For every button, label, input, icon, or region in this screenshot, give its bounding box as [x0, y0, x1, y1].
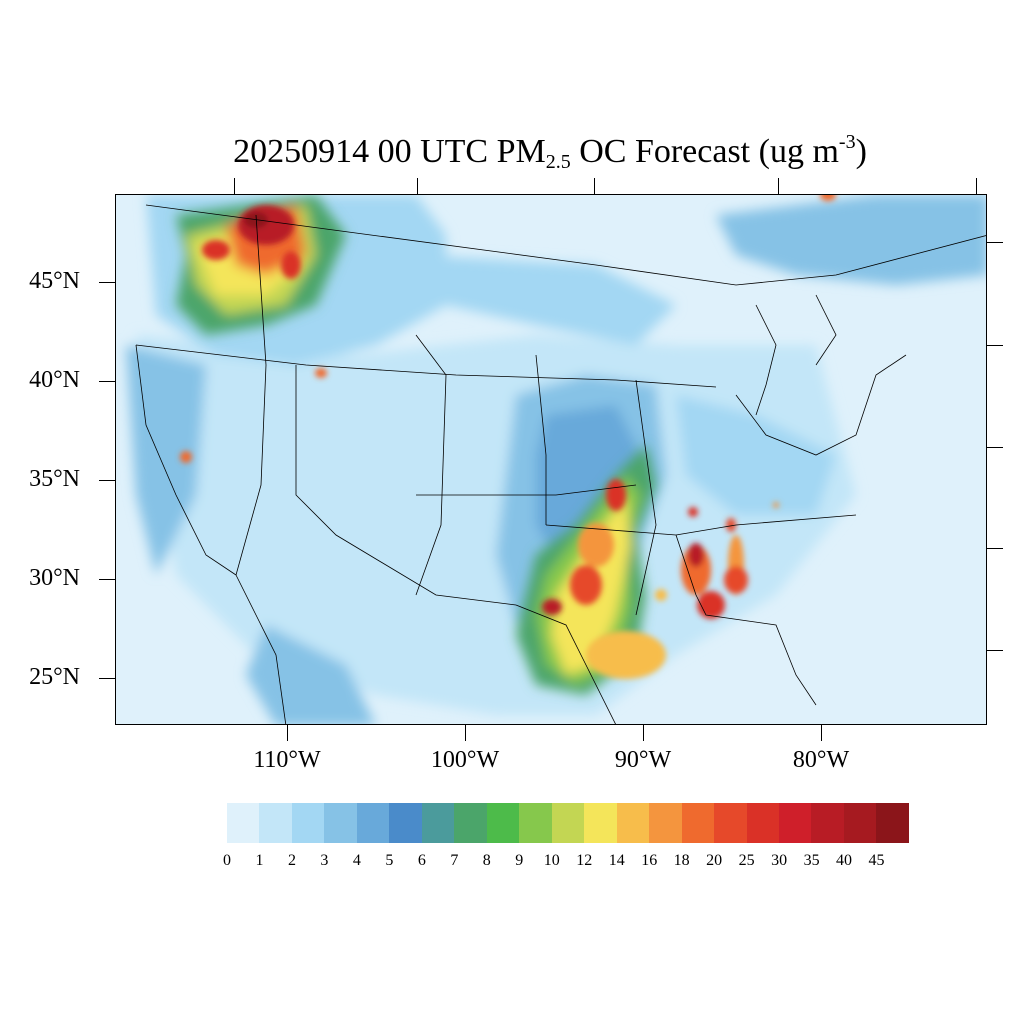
color-legend-label: 9	[515, 852, 524, 869]
color-legend-label: 1	[255, 852, 264, 869]
color-legend-swatch	[486, 803, 520, 843]
color-legend-label: 20	[706, 852, 723, 869]
color-legend-label: 5	[385, 852, 394, 869]
top-tick-90w	[594, 178, 595, 194]
title-units-text: OC Forecast (ug m	[570, 133, 839, 170]
title-closing: )	[855, 133, 867, 170]
color-legend-swatch	[519, 803, 552, 843]
color-legend-swatch	[454, 803, 487, 843]
lon-label-110w: 110°W	[253, 747, 321, 773]
bottom-tick-100w	[465, 725, 466, 741]
color-legend-label: 25	[738, 852, 755, 869]
color-legend-swatch	[291, 803, 325, 843]
top-tick-70w	[976, 178, 977, 194]
right-tick-2	[987, 345, 1003, 346]
lon-label-90w: 90°W	[614, 747, 672, 773]
left-tick-35n	[99, 480, 115, 481]
color-legend-label: 12	[576, 852, 593, 869]
color-legend-swatch	[259, 803, 292, 843]
color-legend-swatch	[324, 803, 357, 843]
forecast-map	[115, 194, 987, 725]
color-legend-label: 8	[482, 852, 491, 869]
color-legend-label: 40	[836, 852, 853, 869]
left-tick-45n	[99, 282, 115, 283]
color-legend-swatch	[584, 803, 617, 843]
title-text: 20250914 00 UTC PM	[233, 133, 546, 170]
lat-label-40n: 40°N	[29, 367, 80, 393]
color-legend-label: 6	[417, 852, 426, 869]
left-tick-25n	[99, 678, 115, 679]
title-subscript: 2.5	[545, 151, 571, 173]
color-legend-swatch	[876, 803, 909, 843]
bottom-tick-80w	[821, 725, 822, 741]
color-legend-swatch	[681, 803, 715, 843]
title-superscript: -3	[838, 131, 856, 153]
color-legend-label: 16	[641, 852, 658, 869]
color-legend-swatch	[746, 803, 779, 843]
right-tick-5	[987, 650, 1003, 651]
color-legend-swatch	[843, 803, 877, 843]
color-legend-label: 14	[608, 852, 625, 869]
lon-label-100w: 100°W	[430, 747, 500, 773]
lat-label-45n: 45°N	[29, 268, 80, 294]
color-legend-label: 18	[673, 852, 690, 869]
color-legend-swatch	[616, 803, 650, 843]
color-legend-swatch	[778, 803, 812, 843]
color-legend-label: 35	[803, 852, 820, 869]
color-legend-swatch	[811, 803, 844, 843]
color-legend-swatch	[551, 803, 585, 843]
color-legend-label: 3	[320, 852, 329, 869]
lat-label-30n: 30°N	[29, 565, 80, 591]
lat-label-25n: 25°N	[29, 664, 80, 690]
top-tick-80w	[778, 178, 779, 194]
color-legend-label: 30	[771, 852, 788, 869]
right-tick-3	[987, 447, 1003, 448]
color-legend-label: 7	[450, 852, 459, 869]
top-tick-110w	[234, 178, 235, 194]
left-tick-30n	[99, 579, 115, 580]
map-title: 20250914 00 UTC PM2.5 OC Forecast (ug m-…	[0, 120, 1024, 184]
bottom-tick-110w	[287, 725, 288, 741]
color-legend-label: 2	[287, 852, 296, 869]
top-tick-100w	[417, 178, 418, 194]
concentration-field	[116, 195, 986, 724]
color-legend-label: 10	[543, 852, 560, 869]
color-legend-label: 4	[352, 852, 361, 869]
color-legend-swatch	[421, 803, 455, 843]
color-legend-swatch	[714, 803, 747, 843]
color-legend-label: 0	[223, 852, 231, 869]
bottom-tick-90w	[643, 725, 644, 741]
color-legend-label: 45	[868, 852, 885, 869]
right-tick-4	[987, 548, 1003, 549]
color-legend-swatch	[227, 803, 260, 843]
right-tick-1	[987, 242, 1003, 243]
left-tick-40n	[99, 381, 115, 382]
color-legend-swatch	[389, 803, 422, 843]
color-legend	[227, 803, 909, 843]
color-legend-swatch	[356, 803, 390, 843]
lat-label-35n: 35°N	[29, 466, 80, 492]
color-legend-swatch	[649, 803, 682, 843]
lon-label-80w: 80°W	[792, 747, 850, 773]
